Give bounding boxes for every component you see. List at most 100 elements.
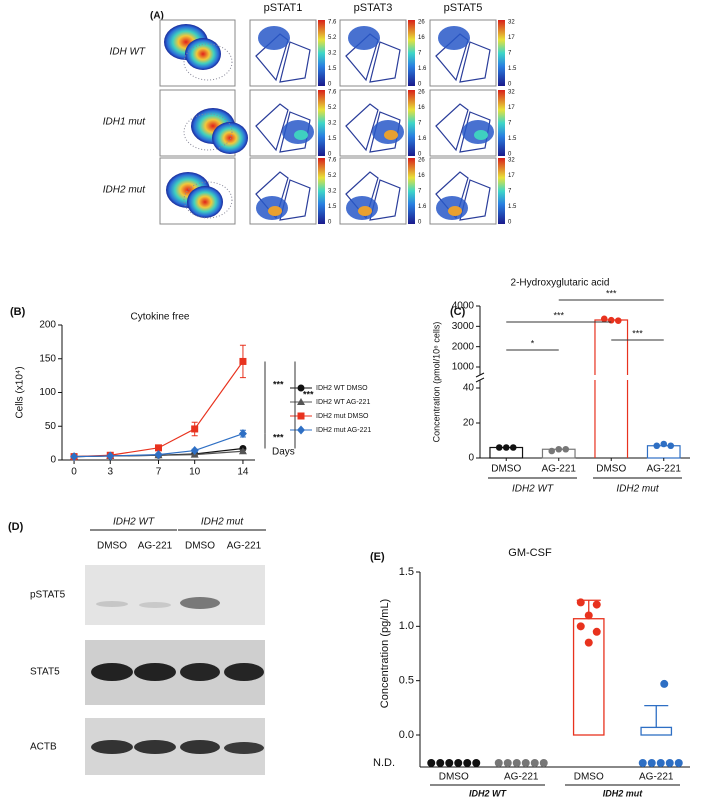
color-bar-tick: 7.6 <box>328 158 337 164</box>
data-point <box>667 442 675 450</box>
gate <box>255 103 311 153</box>
y-tick-label: 50 <box>45 421 57 432</box>
gate <box>345 103 401 153</box>
plot-frame <box>159 19 236 87</box>
y-tick-label: 2000 <box>452 341 475 352</box>
data-point <box>592 600 601 609</box>
density-blob <box>474 130 488 140</box>
blot-band <box>180 740 220 754</box>
x-tick-label: 3 <box>107 467 113 478</box>
plot-frame <box>429 19 497 87</box>
data-point <box>495 444 503 451</box>
y-axis-label: Concentration (pg/mL) <box>379 599 391 708</box>
y-tick-label: 100 <box>39 387 56 398</box>
color-bar-tick: 1.6 <box>418 204 427 210</box>
color-bar-tick: 32 <box>508 158 515 164</box>
blot-band <box>139 602 171 608</box>
lane-label: AG-221 <box>138 541 173 552</box>
color-bar-tick: 17 <box>508 35 515 41</box>
color-bar-tick: 3.2 <box>328 51 337 57</box>
data-point <box>653 442 661 450</box>
color-bar-tick: 17 <box>508 173 515 179</box>
y-tick-label: 150 <box>39 353 56 364</box>
data-point <box>584 611 593 620</box>
gate-dots <box>183 181 233 219</box>
color-bar-tick: 5.2 <box>328 173 337 179</box>
chart-title: 2-Hydroxyglutaric acid <box>511 278 610 289</box>
data-point <box>454 759 463 767</box>
data-point <box>239 357 247 365</box>
color-bar-tick: 1.6 <box>418 136 427 142</box>
data-point <box>576 622 585 631</box>
data-point <box>494 759 503 767</box>
density-blob <box>438 26 470 50</box>
legend-label: IDH2 WT AG-221 <box>316 399 370 406</box>
color-bar <box>318 158 325 224</box>
color-bar <box>408 90 415 156</box>
y-axis-label: Cells (x10⁴) <box>15 366 26 418</box>
density-blob <box>448 206 462 216</box>
color-bar-tick: 26 <box>418 20 425 26</box>
color-bar <box>498 158 505 224</box>
group-label: IDH2 mut <box>201 517 244 528</box>
color-bar-tick: 7 <box>508 189 512 195</box>
data-point <box>191 425 199 433</box>
color-bar-tick: 1.5 <box>508 66 517 72</box>
blot-row-label: STAT5 <box>30 667 60 678</box>
y-tick-label: 0 <box>468 453 474 464</box>
x-tick-label: AG-221 <box>647 464 682 475</box>
y-tick-label: 1.5 <box>399 566 414 578</box>
data-point <box>576 598 585 607</box>
blot-band <box>134 663 176 681</box>
blot-band <box>91 663 133 681</box>
data-point <box>660 440 668 448</box>
panel-label: (E) <box>370 551 385 563</box>
data-point <box>562 445 570 453</box>
blot-band <box>180 597 220 609</box>
annotation: *** <box>606 288 617 298</box>
y-tick-label: 1.0 <box>399 620 414 632</box>
panel-label: (D) <box>8 521 24 533</box>
annotation: *** <box>303 389 314 399</box>
gate <box>435 103 491 153</box>
data-point <box>472 759 481 767</box>
color-bar <box>498 90 505 156</box>
color-bar-tick: 26 <box>418 90 425 96</box>
x-tick-label: 0 <box>71 467 77 478</box>
color-bar-tick: 7.6 <box>328 90 337 96</box>
data-point <box>539 759 548 767</box>
nd-label: N.D. <box>373 757 395 769</box>
color-bar-tick: 16 <box>418 105 425 111</box>
plot-frame <box>249 157 317 225</box>
bar <box>640 726 673 736</box>
group-label: IDH2 WT <box>469 788 508 798</box>
data-point <box>502 444 510 451</box>
plot-frame <box>249 19 317 87</box>
group-label: IDH2 mut <box>603 788 644 798</box>
color-bar-tick: 0 <box>508 152 512 158</box>
data-point <box>70 452 79 462</box>
color-bar-tick: 0 <box>508 220 512 226</box>
data-point <box>154 450 163 460</box>
legend-marker <box>297 412 305 420</box>
color-bar-tick: 1.6 <box>418 66 427 72</box>
legend-marker <box>297 398 305 405</box>
annotation: *** <box>553 310 564 320</box>
color-bar-tick: 0 <box>418 82 422 88</box>
blot-row-label: ACTB <box>30 742 57 753</box>
y-tick-label: 0.0 <box>399 729 414 741</box>
column-header: pSTAT5 <box>444 2 483 14</box>
blot-images <box>85 565 265 775</box>
group-label: IDH2 mut <box>616 484 659 495</box>
y-axis-label: Concentration (pmol/10⁶ cells) <box>431 322 441 443</box>
y-tick-label: 1000 <box>452 362 475 373</box>
plot-frame <box>429 89 497 157</box>
density-blob <box>294 130 308 140</box>
color-bar-tick: 32 <box>508 90 515 96</box>
color-bar-tick: 16 <box>418 35 425 41</box>
data-point <box>238 447 247 455</box>
data-point <box>638 759 647 767</box>
x-axis-label: Days <box>272 447 295 458</box>
plot-frame <box>429 157 497 225</box>
